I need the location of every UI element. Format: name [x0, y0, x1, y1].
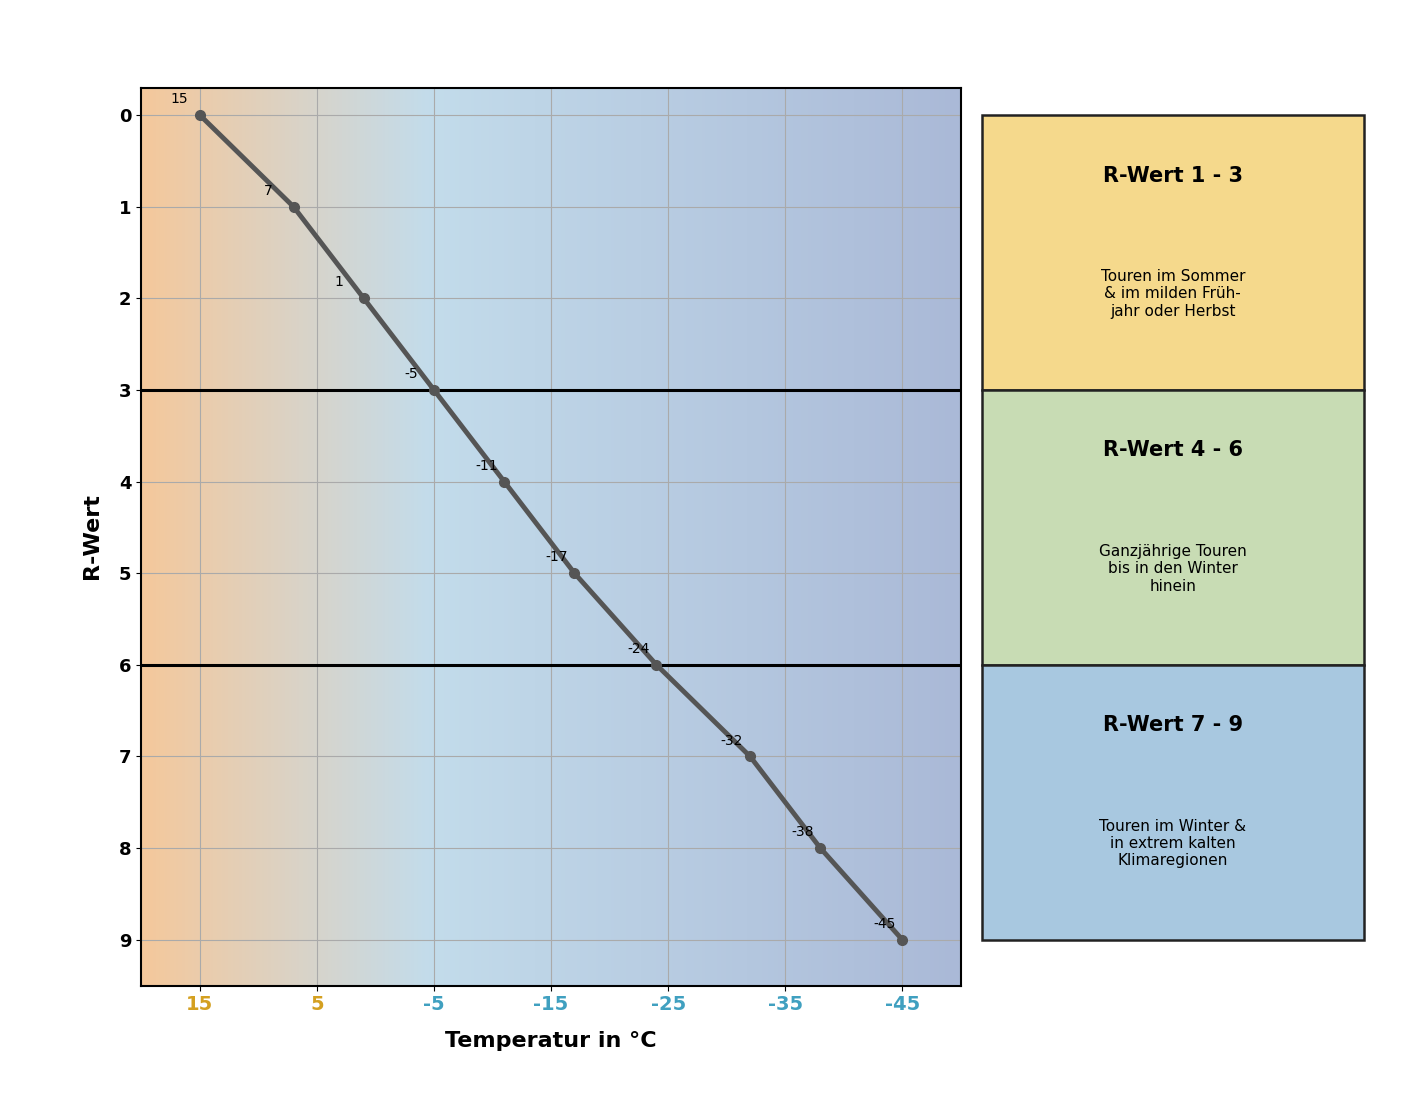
Point: [646, 656, 668, 673]
Text: R-Wert 4 - 6: R-Wert 4 - 6: [1102, 440, 1243, 460]
Text: Ganzjährige Touren
bis in den Winter
hinein: Ganzjährige Touren bis in den Winter hin…: [1099, 544, 1246, 593]
Point: [564, 564, 586, 581]
Point: [493, 473, 516, 491]
Point: [892, 931, 914, 948]
Text: -17: -17: [545, 551, 568, 564]
Text: -5: -5: [404, 367, 418, 381]
Text: 15: 15: [171, 92, 188, 106]
Text: -38: -38: [791, 826, 814, 839]
Text: -24: -24: [627, 642, 650, 656]
Text: R-Wert 1 - 3: R-Wert 1 - 3: [1102, 165, 1243, 185]
Text: -45: -45: [873, 917, 896, 931]
Text: Touren im Winter &
in extrem kalten
Klimaregionen: Touren im Winter & in extrem kalten Klim…: [1099, 819, 1246, 868]
Point: [283, 198, 305, 216]
X-axis label: Temperatur in °C: Temperatur in °C: [445, 1030, 657, 1051]
Text: Touren im Sommer
& im milden Früh-
jahr oder Herbst: Touren im Sommer & im milden Früh- jahr …: [1101, 269, 1245, 319]
Point: [810, 839, 832, 856]
Text: 1: 1: [335, 276, 343, 289]
Point: [352, 289, 374, 307]
Text: -11: -11: [475, 459, 497, 473]
Point: [739, 748, 762, 765]
Point: [422, 381, 445, 399]
Point: [188, 106, 211, 124]
Y-axis label: R-Wert: R-Wert: [82, 494, 102, 579]
Text: R-Wert 7 - 9: R-Wert 7 - 9: [1102, 715, 1243, 735]
Text: -32: -32: [721, 734, 743, 748]
Text: 7: 7: [264, 184, 273, 198]
